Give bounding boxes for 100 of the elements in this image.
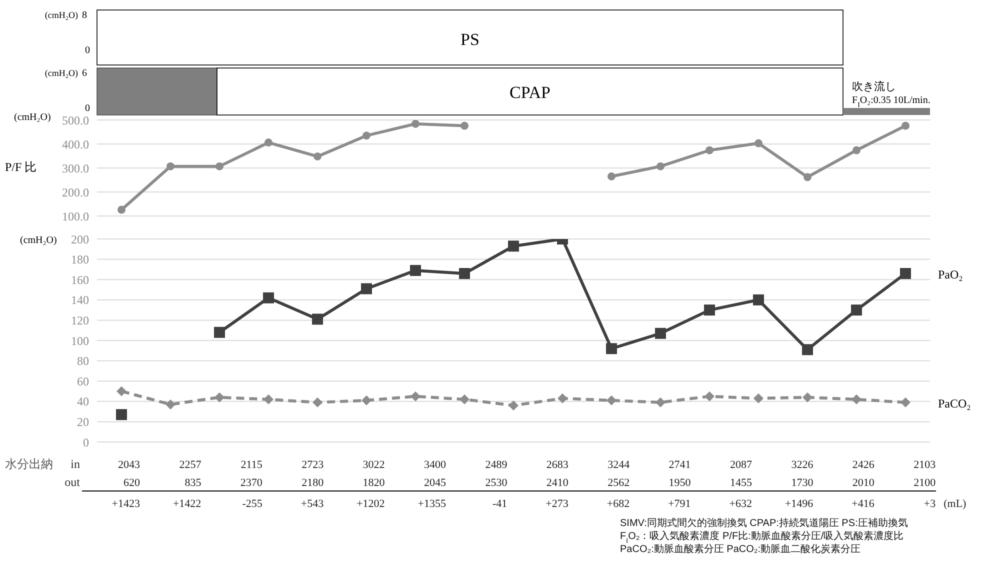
point [902,122,910,130]
text: +1496 [784,498,814,510]
y-tick-label: 0 [83,435,89,450]
point [460,122,468,130]
point [852,394,862,404]
text: 8 [82,10,87,21]
text: 吹き流し [852,80,896,93]
text: +632 [729,498,752,510]
text: out [64,475,81,489]
point [362,395,372,406]
point [558,393,568,404]
point [412,120,420,128]
text: 1950 [668,477,692,489]
y-tick-label: 140 [71,293,89,308]
point [900,268,911,280]
point [508,240,519,252]
point [312,397,322,408]
y-axis-title: P/F 比 [5,160,37,174]
text: 2257 [179,459,202,471]
text: PaCO₂ [938,396,971,410]
point [214,392,224,402]
point [312,314,323,325]
text: 2043 [118,459,140,471]
text: 3022 [362,459,385,471]
y-tick-label: 20 [77,414,89,429]
text: (cmH₂O) [44,68,78,78]
text: (cmH₂O) [14,112,51,123]
text: (mL) [944,498,967,510]
y-tick-label: 500.0 [62,113,89,128]
y-tick-label: 100.0 [62,209,89,224]
text: 6 [82,68,87,79]
text: PaO₂ [938,268,963,282]
point [851,304,862,316]
text: 2426 [852,459,875,471]
text: 835 [184,477,202,489]
point [804,173,812,182]
point [656,397,666,408]
point [606,395,616,406]
text: 2683 [546,459,569,471]
y-tick-label: 60 [77,374,89,388]
point [410,264,421,276]
point [606,343,617,354]
text: +273 [546,498,569,510]
y-tick-label: 40 [77,394,89,409]
text: -41 [492,498,508,510]
text: 2723 [302,459,324,471]
point [704,391,714,402]
point [263,292,274,304]
text: (cmH₂O) [44,10,78,20]
text: +682 [606,498,630,510]
text: PaCO₂:動脈血酸素分圧 PaCO₂:動脈血二酸化炭素分圧 [620,543,861,555]
text: PS [460,30,480,49]
text: 2010 [852,477,875,489]
text: 620 [124,477,140,489]
text: 3226 [791,459,814,471]
text: CPAP [510,83,550,102]
text: 2530 [485,477,508,489]
point [753,294,764,306]
text: F$_{I}$O₂：吸入気酸素濃度 P/F比:動脈血酸素分圧/吸入気酸素濃度比 [620,530,904,544]
text: in [70,457,80,471]
text: 2562 [608,477,630,489]
text: 3244 [608,459,630,471]
text: -255 [242,498,263,510]
point [754,139,762,148]
y-tick-label: 100 [71,334,89,348]
text: +543 [300,498,324,510]
y-tick-label: 80 [77,354,89,368]
text: 2103 [914,459,936,471]
text: SIMV:同期式間欠的強制換気 CPAP:持続気道陽圧 PS:圧補助換気 [620,517,908,529]
text: 2489 [485,459,508,471]
point [214,326,225,338]
point [264,394,274,404]
point [704,304,715,316]
text: F$_{I}$O₂:0.35 10L/min. [852,95,930,109]
text: 2741 [668,459,691,471]
point [754,393,764,404]
y-tick-label: 200.0 [62,185,89,200]
y-tick-label: 200 [71,232,89,246]
point [802,392,812,402]
point [166,162,174,170]
point [508,400,518,410]
y-tick-label: 400.0 [62,137,89,152]
text: +3 [924,498,936,510]
point [460,394,470,404]
text: +416 [852,498,875,510]
point [706,146,714,154]
point [852,146,860,154]
text: 2100 [914,477,936,489]
y-tick-label: 300.0 [62,161,89,176]
point [900,397,910,408]
text: 2087 [730,459,752,471]
point [314,152,322,160]
text: 1730 [791,477,814,489]
text: +1202 [356,498,385,510]
text: +1422 [172,498,202,510]
text: 2115 [240,459,263,471]
point [608,172,616,180]
text: 2045 [424,477,446,489]
point [116,409,127,420]
text: 1820 [362,477,386,489]
